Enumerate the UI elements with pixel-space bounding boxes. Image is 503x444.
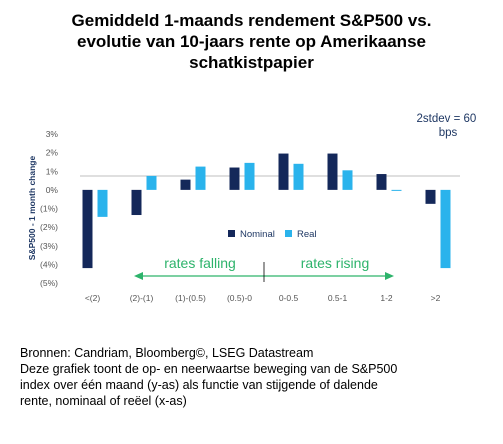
arrow-label-right: rates rising — [301, 255, 369, 271]
annotation-stdev: 2stdev = 60 bps — [417, 113, 480, 139]
legend-label-real: Real — [297, 229, 317, 240]
bar-real — [342, 170, 353, 190]
rates-arrow: rates falling rates rising — [134, 255, 394, 282]
bar-nominal — [180, 179, 191, 190]
arrow-head-left — [134, 272, 143, 280]
bar-real — [391, 189, 402, 191]
bar-chart: S&P500 - 1 month change 3% 2% 1% 0% (1%) (2%)… — [27, 113, 480, 303]
source-line: Bronnen: Candriam, Bloomberg©, LSEG Data… — [20, 346, 314, 360]
y-tick-label: 0% — [46, 185, 59, 195]
y-axis-label: S&P500 - 1 month change — [27, 156, 37, 261]
annotation-line: bps — [439, 127, 458, 139]
chart-title-line: evolutie van 10-jaars rente op Amerikaan… — [77, 32, 426, 51]
chart-title-line: Gemiddeld 1-maands rendement S&P500 vs. — [71, 11, 432, 30]
x-tick-label: >2 — [431, 293, 441, 303]
bar-real — [195, 166, 206, 190]
x-tick-label: <(2) — [85, 293, 101, 303]
bars — [82, 153, 451, 269]
y-tick-label: (2%) — [40, 222, 58, 232]
legend-label-nominal: Nominal — [240, 229, 275, 240]
y-tick-labels: 3% 2% 1% 0% (1%) (2%) (3%) (4%) (5%) — [40, 129, 58, 288]
bar-nominal — [278, 153, 289, 190]
y-tick-label: 2% — [46, 148, 59, 158]
bar-real — [146, 175, 157, 190]
x-tick-label: 1-2 — [380, 293, 393, 303]
arrow-head-right — [385, 272, 394, 280]
y-tick-label: (5%) — [40, 278, 58, 288]
source-note: Bronnen: Candriam, Bloomberg©, LSEG Data… — [20, 345, 490, 409]
legend-swatch-real — [285, 230, 292, 237]
bar-nominal — [327, 153, 338, 190]
bar-nominal — [229, 167, 240, 190]
bar-nominal — [425, 189, 436, 204]
legend-swatch-nominal — [228, 230, 235, 237]
x-tick-label: (1)-(0.5) — [175, 293, 206, 303]
bar-nominal — [376, 174, 387, 190]
x-tick-label: 0.5-1 — [328, 293, 348, 303]
bar-real — [244, 162, 255, 190]
chart-title: Gemiddeld 1-maands rendement S&P500 vs. … — [0, 10, 503, 73]
x-tick-labels: <(2) (2)-(1) (1)-(0.5) (0.5)-0 0-0.5 0.5-1 1-2… — [85, 293, 441, 303]
bar-real — [97, 189, 108, 217]
x-tick-label: (0.5)-0 — [227, 293, 252, 303]
x-tick-label: 0-0.5 — [279, 293, 299, 303]
y-tick-label: 3% — [46, 129, 59, 139]
description-line: Deze grafiek toont de op- en neerwaartse… — [20, 362, 398, 376]
bar-nominal — [82, 189, 93, 269]
description-line: index over één maand (y-as) als functie … — [20, 378, 378, 392]
y-tick-label: (4%) — [40, 259, 58, 269]
bar-nominal — [131, 189, 142, 216]
x-tick-label: (2)-(1) — [130, 293, 154, 303]
arrow-label-left: rates falling — [164, 255, 236, 271]
y-tick-label: (1%) — [40, 204, 58, 214]
y-tick-label: (3%) — [40, 241, 58, 251]
bar-real — [440, 189, 451, 269]
y-tick-label: 1% — [46, 166, 59, 176]
bar-real — [293, 163, 304, 190]
chart-title-line: schatkistpapier — [189, 53, 314, 72]
description-line: rente, nominaal of reëel (x-as) — [20, 394, 187, 408]
annotation-line: 2stdev = 60 — [417, 113, 477, 125]
legend: Nominal Real — [228, 229, 317, 240]
